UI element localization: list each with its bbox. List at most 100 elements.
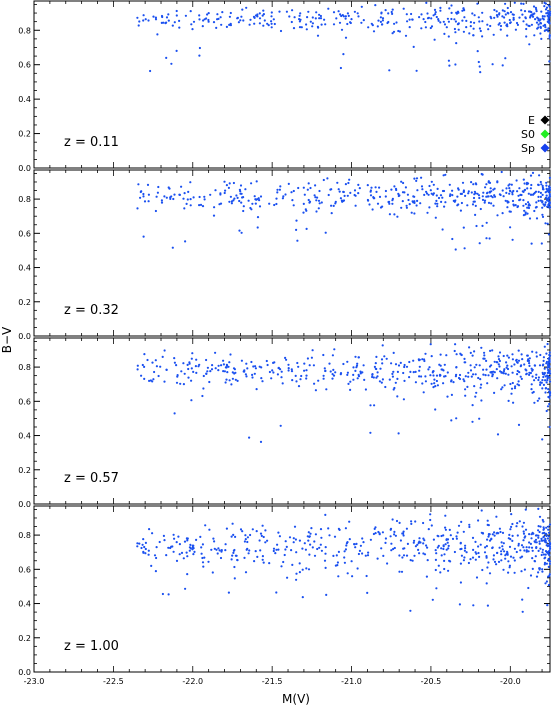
field-point [544, 2, 548, 5]
field-point [165, 196, 168, 199]
field-point [336, 564, 339, 567]
field-point [497, 363, 500, 366]
field-point [506, 553, 509, 556]
field-point [455, 42, 458, 45]
field-point [264, 529, 267, 532]
field-point [171, 246, 174, 249]
field-point [412, 371, 415, 374]
field-point [159, 365, 162, 368]
field-point [491, 375, 494, 378]
field-point [417, 548, 420, 552]
field-point [212, 214, 216, 217]
field-point [228, 361, 231, 364]
field-point [545, 184, 548, 187]
field-point [369, 431, 372, 434]
y-tick-label: 0.0 [18, 164, 31, 173]
field-point [425, 192, 429, 195]
field-point [398, 570, 401, 573]
field-point [242, 205, 245, 208]
field-point [447, 20, 450, 23]
field-point [391, 32, 394, 35]
field-point [264, 541, 267, 544]
field-point [175, 541, 178, 544]
field-point [138, 20, 141, 23]
field-point [316, 196, 319, 199]
field-point [529, 371, 533, 375]
field-point [386, 562, 389, 565]
field-point [342, 15, 345, 18]
field-point [248, 23, 251, 26]
field-point [233, 577, 236, 580]
field-point [438, 363, 441, 366]
field-point [504, 2, 507, 5]
field-point [278, 188, 281, 191]
field-point [547, 18, 550, 21]
field-point [217, 364, 220, 367]
field-point [292, 27, 296, 30]
field-point [334, 202, 337, 205]
field-point [543, 531, 546, 535]
field-point [543, 345, 546, 348]
field-point [490, 371, 493, 374]
field-point [537, 199, 540, 202]
field-point [528, 546, 531, 549]
field-point [530, 367, 533, 370]
field-point [279, 185, 282, 188]
field-point [272, 371, 275, 374]
field-point [508, 18, 511, 22]
field-point [288, 536, 292, 539]
field-point [446, 17, 449, 20]
field-point [261, 380, 264, 383]
field-point [243, 540, 246, 543]
field-point [340, 14, 343, 18]
field-point [142, 538, 145, 541]
field-point [461, 181, 465, 184]
field-point [439, 9, 442, 12]
field-point [545, 12, 548, 15]
field-point [467, 371, 470, 374]
field-point [500, 559, 503, 562]
field-point [475, 391, 478, 394]
field-point [444, 526, 447, 529]
field-point [303, 542, 306, 545]
field-point [391, 372, 394, 375]
field-point [240, 359, 243, 362]
field-point [320, 549, 323, 552]
field-point [259, 195, 263, 198]
field-point [470, 191, 473, 194]
field-point [143, 545, 146, 549]
field-point [272, 18, 275, 21]
field-point [254, 14, 258, 17]
field-point [491, 546, 494, 549]
field-point [349, 380, 352, 383]
field-point [244, 571, 248, 574]
field-point [318, 17, 321, 20]
field-point [457, 524, 461, 527]
field-point [486, 23, 489, 26]
field-point [498, 193, 501, 196]
field-point [182, 362, 185, 365]
field-point [492, 558, 495, 561]
field-point [426, 211, 429, 214]
field-point [477, 194, 481, 197]
field-point [137, 24, 140, 27]
field-point [454, 31, 457, 34]
field-point [186, 555, 189, 558]
field-point [177, 535, 180, 538]
field-point [541, 438, 544, 441]
field-point [541, 193, 544, 196]
field-point [515, 179, 518, 182]
field-point [241, 196, 244, 199]
field-point [217, 369, 220, 372]
field-point [393, 546, 396, 550]
field-point [502, 542, 505, 545]
field-point [393, 22, 396, 25]
field-point [484, 186, 487, 189]
field-point [498, 359, 501, 363]
field-point [325, 388, 328, 391]
field-point [193, 550, 196, 554]
field-point [355, 364, 359, 367]
field-point [233, 548, 236, 552]
field-point [255, 180, 258, 183]
field-point [501, 212, 504, 215]
